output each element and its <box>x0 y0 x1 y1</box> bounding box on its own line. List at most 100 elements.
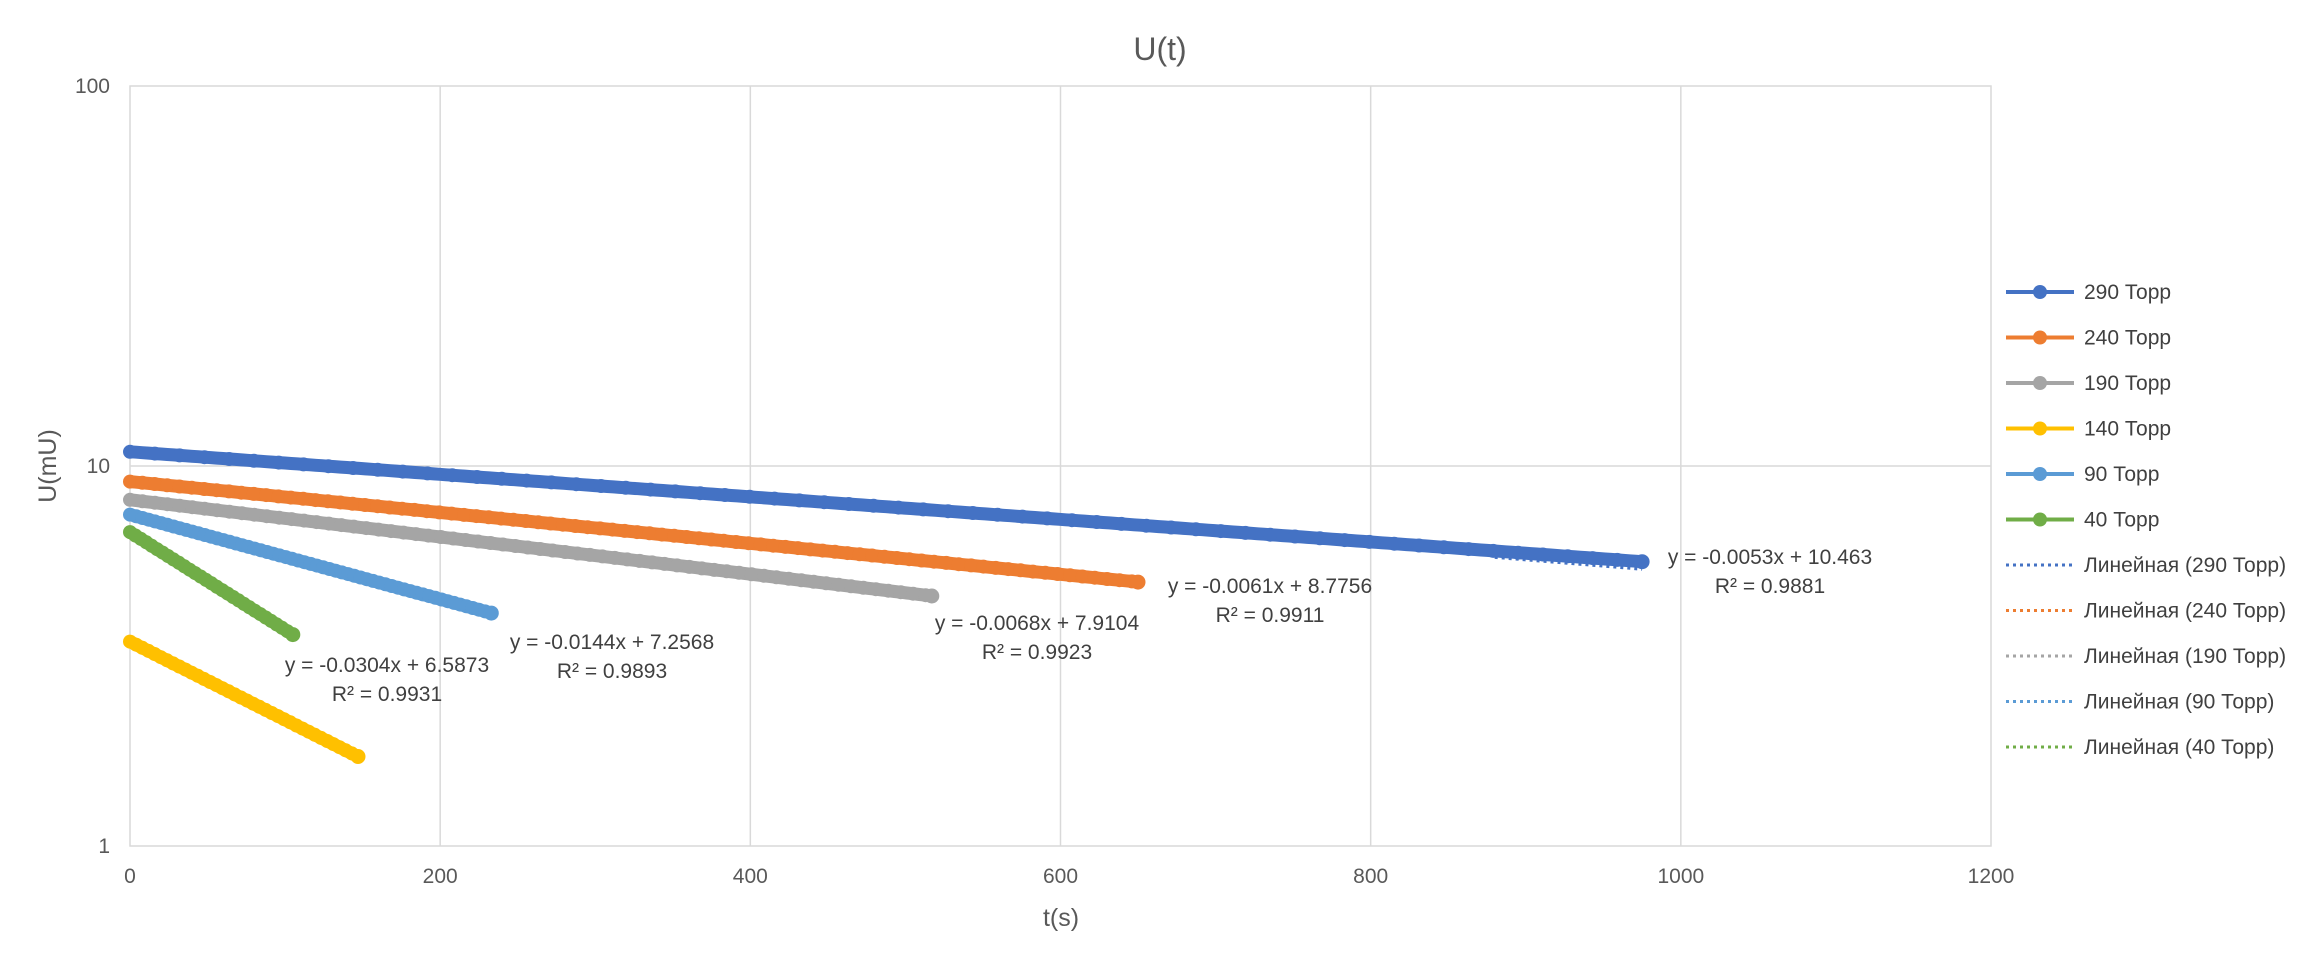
data-point <box>135 494 150 509</box>
y-tick-label: 1 <box>98 835 110 858</box>
trendline-equation: y = -0.0061x + 8.7756 <box>1168 575 1372 598</box>
data-point <box>1535 547 1550 562</box>
data-point <box>1337 533 1352 548</box>
legend-item: Линейная (190 Торр) <box>2006 645 2286 668</box>
data-point <box>185 500 200 515</box>
data-point <box>555 517 570 532</box>
data-point <box>1610 552 1625 567</box>
data-point <box>444 506 459 521</box>
series-4 <box>123 507 499 621</box>
data-point <box>296 457 311 472</box>
data-point <box>445 468 460 483</box>
data-point <box>147 477 162 491</box>
legend-item: 290 Торр <box>2006 281 2171 304</box>
data-point <box>856 580 871 595</box>
data-point <box>1213 524 1228 539</box>
data-point <box>693 486 708 501</box>
chart-title: U(t) <box>1133 31 1186 67</box>
data-point <box>852 547 867 562</box>
legend-label: Линейная (290 Торр) <box>2084 554 2286 577</box>
data-point <box>568 519 583 533</box>
data-point <box>642 526 657 541</box>
data-point <box>123 474 137 489</box>
data-point <box>370 499 385 514</box>
data-point <box>844 579 858 594</box>
data-point <box>1075 569 1090 584</box>
data-point <box>1263 527 1278 542</box>
data-point <box>271 489 286 504</box>
x-axis-title: t(s) <box>1043 904 1079 932</box>
trendline-equation: y = -0.0304x + 6.5873 <box>285 654 489 677</box>
data-point <box>657 556 672 571</box>
data-point <box>594 479 608 493</box>
data-point <box>395 501 410 516</box>
data-point <box>469 509 484 524</box>
data-point <box>806 574 821 589</box>
data-point <box>284 512 299 527</box>
data-point <box>951 557 966 572</box>
data-point <box>717 488 732 502</box>
legend-item: Линейная (290 Торр) <box>2006 554 2286 577</box>
data-point <box>988 560 1003 575</box>
data-point <box>866 498 881 513</box>
data-point <box>483 605 499 621</box>
data-point <box>1013 563 1028 578</box>
data-point <box>272 510 287 525</box>
data-point <box>766 538 781 553</box>
data-point <box>370 462 385 477</box>
data-point <box>1288 529 1302 544</box>
data-point <box>396 525 411 540</box>
legend-label: 290 Торр <box>2084 281 2171 304</box>
legend-item: Линейная (240 Торр) <box>2006 600 2286 623</box>
data-point <box>259 488 274 503</box>
data-point <box>458 533 473 547</box>
data-point <box>692 531 706 546</box>
data-point <box>359 521 374 536</box>
trendline-labels: y = -0.0053x + 10.463 R² = 0.9881 y = -0.0… <box>285 546 1872 706</box>
data-point <box>667 528 682 543</box>
data-point <box>744 567 759 582</box>
x-tick-label: 400 <box>733 865 768 888</box>
data-point <box>1387 536 1402 551</box>
data-point <box>334 518 349 533</box>
data-point <box>471 534 486 549</box>
legend-label: 40 Торр <box>2084 509 2159 532</box>
legend-label: Линейная (190 Торр) <box>2084 645 2286 668</box>
data-point <box>570 546 585 561</box>
legend-label: 90 Торр <box>2084 463 2159 486</box>
data-point <box>1139 518 1154 533</box>
legend-item: Линейная (40 Торр) <box>2006 736 2274 759</box>
data-point <box>964 558 979 573</box>
data-point <box>580 520 595 535</box>
data-point <box>519 473 534 488</box>
data-point <box>494 511 509 526</box>
trendline-r-squared: R² = 0.9881 <box>1715 575 1825 598</box>
data-point <box>506 512 521 527</box>
data-point <box>1461 542 1476 557</box>
data-point <box>1511 545 1526 560</box>
data-point <box>1064 513 1079 528</box>
data-point <box>160 497 175 512</box>
data-point <box>123 444 137 459</box>
series-2 <box>123 492 940 604</box>
data-point <box>321 516 336 531</box>
data-point <box>495 537 510 552</box>
data-point <box>371 522 386 537</box>
gridlines <box>130 86 1991 846</box>
data-point <box>518 514 533 528</box>
data-point <box>172 479 187 494</box>
data-point <box>819 576 834 591</box>
data-point <box>605 522 620 537</box>
legend-item: Линейная (90 Торр) <box>2006 691 2274 714</box>
data-point <box>704 532 719 547</box>
legend-label: 240 Торр <box>2084 327 2171 350</box>
series-3 <box>123 634 366 764</box>
data-point <box>742 489 757 504</box>
data-point <box>346 461 361 475</box>
data-point <box>767 491 782 506</box>
data-point <box>147 495 162 510</box>
data-point <box>1238 525 1253 540</box>
data-point <box>259 509 274 524</box>
data-point <box>719 564 734 579</box>
